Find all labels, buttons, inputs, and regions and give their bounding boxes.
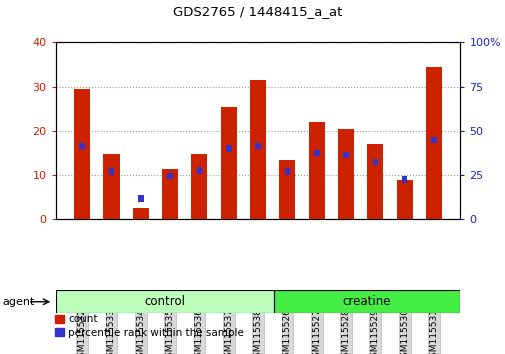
Text: GSM115532: GSM115532 [77,308,86,354]
Text: GSM115530: GSM115530 [399,308,409,354]
Text: GSM115527: GSM115527 [312,308,321,354]
Bar [220,107,236,219]
Bar [279,160,295,219]
Text: GSM115538: GSM115538 [253,308,262,354]
Bar [367,144,383,219]
Bar [342,152,348,158]
Bar [109,169,114,175]
Bar [103,154,119,219]
Text: GDS2765 / 1448415_a_at: GDS2765 / 1448415_a_at [173,5,342,18]
Text: agent: agent [3,297,35,307]
Bar [273,290,460,313]
Bar [167,173,173,179]
Bar [132,209,148,219]
Bar [196,167,202,174]
Text: control: control [144,295,185,308]
Bar [74,89,90,219]
Bar [425,67,441,219]
Text: GSM115529: GSM115529 [370,308,379,354]
Text: GSM115528: GSM115528 [341,308,350,354]
Bar [79,143,85,149]
Text: GSM115534: GSM115534 [136,308,145,354]
Text: GSM115537: GSM115537 [224,308,233,354]
Legend: count, percentile rank within the sample: count, percentile rank within the sample [50,310,248,342]
Bar [372,159,377,165]
Bar [138,195,143,201]
Text: GSM115533: GSM115533 [107,308,116,354]
Text: GSM115526: GSM115526 [282,308,291,354]
Bar [162,169,178,219]
Text: GSM115536: GSM115536 [194,308,204,354]
Bar [255,143,261,149]
Bar [225,145,231,152]
Bar [191,154,207,219]
Text: creatine: creatine [342,295,390,308]
Bar [401,176,407,183]
Bar [308,122,324,219]
Bar [313,150,319,156]
Bar [284,169,290,175]
Text: GSM115535: GSM115535 [165,308,174,354]
Bar [249,80,266,219]
Bar [396,180,412,219]
Text: GSM115531: GSM115531 [429,308,438,354]
Bar [430,137,436,143]
Bar [337,129,354,219]
Bar [56,290,273,313]
